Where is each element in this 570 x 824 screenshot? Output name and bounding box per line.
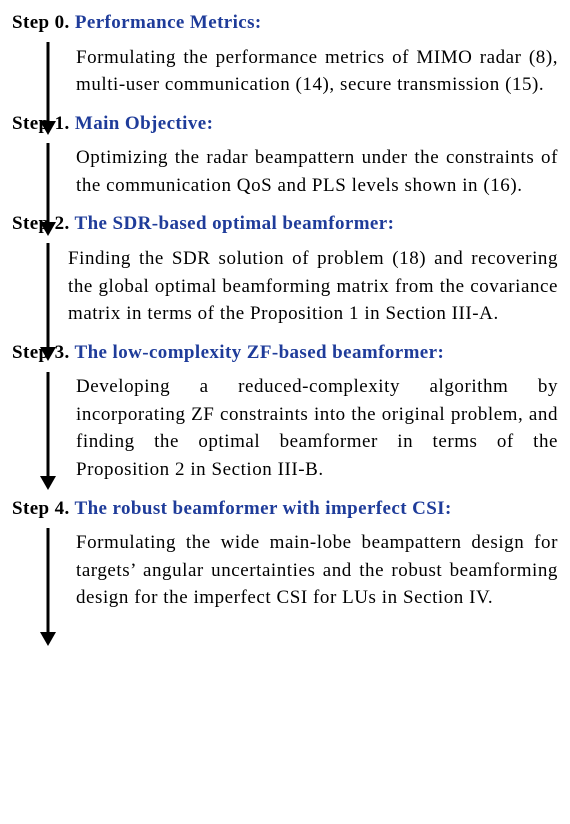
step-1-desc: Optimizing the radar beampattern under t… [12, 144, 558, 199]
flow-steps: Step 0. Performance Metrics: Formulating… [0, 0, 570, 612]
step-1-head: Step 1. Main Objective: [12, 111, 558, 137]
step-0-head: Step 0. Performance Metrics: [12, 10, 558, 36]
step-0-desc: Formulating the performance metrics of M… [12, 44, 558, 99]
step-1-title: Main Objective: [75, 113, 213, 134]
step-0-num: Step 0. [12, 12, 75, 33]
step-1: Step 1. Main Objective: Optimizing the r… [12, 111, 558, 200]
step-2-desc: Finding the SDR solution of problem (18)… [12, 245, 558, 328]
step-4-title: The robust beamformer with imperfect CSI… [75, 498, 452, 519]
step-2-head: Step 2. The SDR-based optimal beamformer… [12, 211, 558, 237]
step-4-num: Step 4. [12, 498, 75, 519]
step-1-num: Step 1. [12, 113, 75, 134]
step-2-num: Step 2. [12, 213, 75, 234]
step-2: Step 2. The SDR-based optimal beamformer… [12, 211, 558, 327]
step-4-desc: Formulating the wide main-lobe beampatte… [12, 529, 558, 612]
arrow-4 [38, 526, 58, 646]
step-3-num: Step 3. [12, 342, 75, 363]
step-0: Step 0. Performance Metrics: Formulating… [12, 10, 558, 99]
step-3-head: Step 3. The low-complexity ZF-based beam… [12, 340, 558, 366]
step-2-title: The SDR-based optimal beamformer: [75, 213, 395, 234]
arrow-3 [38, 370, 58, 490]
step-3: Step 3. The low-complexity ZF-based beam… [12, 340, 558, 484]
step-0-title: Performance Metrics: [75, 12, 262, 33]
step-3-desc: Developing a reduced-complexity algorith… [12, 373, 558, 483]
step-4: Step 4. The robust beamformer with imper… [12, 496, 558, 612]
step-4-head: Step 4. The robust beamformer with imper… [12, 496, 558, 522]
step-3-title: The low-complexity ZF-based beamformer: [75, 342, 445, 363]
